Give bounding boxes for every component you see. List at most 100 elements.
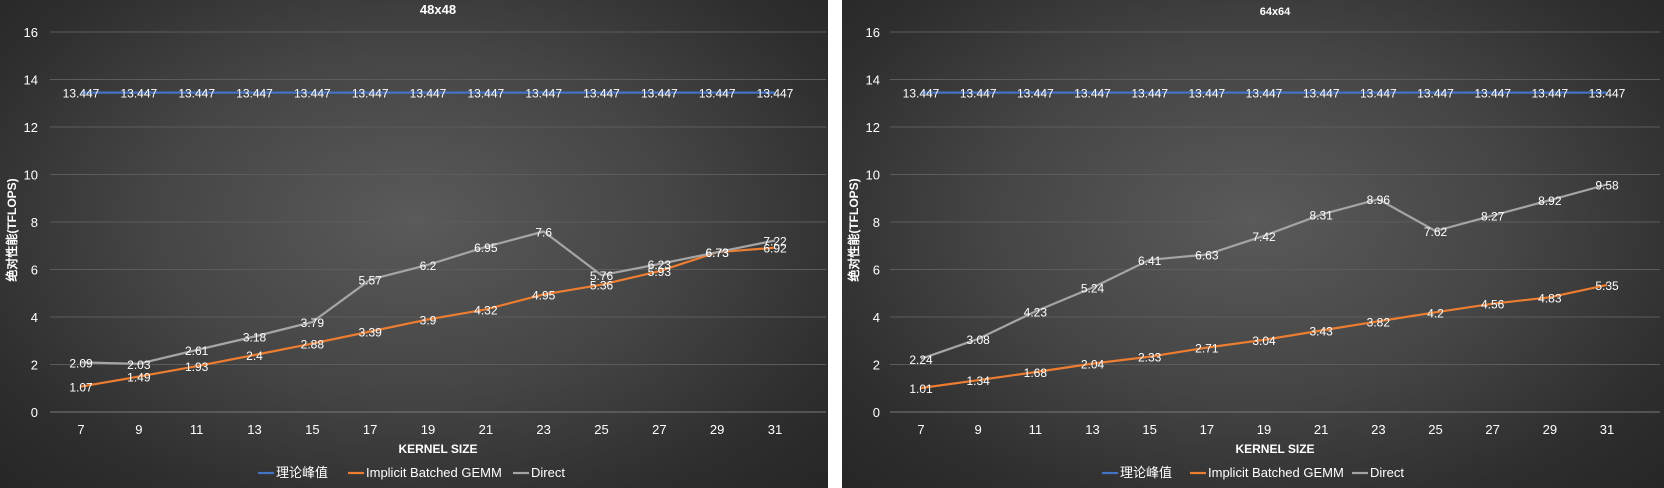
x-tick-label: 9: [975, 422, 982, 437]
data-label: 2.61: [185, 344, 209, 358]
data-label: 4.95: [532, 288, 556, 302]
panel-divider: [828, 0, 842, 488]
data-label: 1.49: [127, 371, 151, 385]
legend-label: 理论峰值: [276, 465, 328, 480]
data-label: 13.447: [1074, 87, 1111, 101]
y-tick-label: 16: [866, 25, 880, 40]
data-label: 7.42: [1252, 230, 1276, 244]
data-label: 13.447: [699, 87, 736, 101]
data-label: 3.18: [243, 330, 267, 344]
x-tick-label: 27: [652, 422, 666, 437]
legend-label: Implicit Batched GEMM: [366, 465, 502, 480]
chart-48x48: 48x48 0 2 4 6 8 10 12 14 16 7 9 11 13 15 17 19 21 23 25 27 29…: [4, 2, 826, 480]
series-line-2: [920, 183, 1608, 360]
data-label: 13.447: [178, 87, 215, 101]
data-label: 5.35: [1595, 279, 1619, 293]
data-label: 1.01: [909, 382, 933, 396]
data-label: 6.73: [705, 246, 729, 260]
data-label: 6.73: [705, 246, 729, 260]
legend-label: 理论峰值: [1120, 465, 1172, 480]
y-tick-label: 14: [24, 73, 38, 88]
x-tick-label: 17: [363, 422, 377, 437]
data-label: 9.58: [1595, 178, 1619, 192]
data-label: 2.09: [69, 356, 93, 370]
data-label: 3.82: [1367, 315, 1391, 329]
x-tick-label: 7: [77, 422, 84, 437]
chart-panel-48x48: 48x48 0 2 4 6 8 10 12 14 16 7 9 11 13 15 17 19 21 23 25 27 29…: [0, 0, 828, 488]
data-label: 13.447: [1474, 87, 1511, 101]
data-label: 2.24: [909, 353, 933, 367]
data-label: 13.447: [903, 87, 940, 101]
y-tick-label: 6: [31, 263, 38, 278]
data-label: 6.63: [1195, 249, 1219, 263]
y-tick-label: 8: [31, 215, 38, 230]
data-label: 13.447: [960, 87, 997, 101]
x-tick-label: 11: [1029, 422, 1043, 437]
data-label: 7.62: [1424, 225, 1448, 239]
series-line-1: [920, 283, 1608, 390]
data-label: 2.4: [246, 349, 263, 363]
data-label: 1.34: [966, 374, 990, 388]
data-label: 2.03: [127, 358, 151, 372]
y-tick-label: 10: [866, 168, 880, 183]
y-tick-label: 12: [866, 120, 880, 135]
series-line-2: [80, 230, 776, 365]
data-label: 3.08: [966, 333, 990, 347]
data-label: 1.93: [185, 360, 209, 374]
data-label: 4.2: [1427, 306, 1444, 320]
x-axis-label: KERNEL SIZE: [398, 442, 477, 456]
x-tick-label: 13: [247, 422, 261, 437]
data-label: 13.447: [757, 87, 794, 101]
chart-title: 48x48: [420, 2, 456, 17]
data-label: 13.447: [63, 87, 100, 101]
data-label: 5.76: [590, 269, 614, 283]
data-label: 4.56: [1481, 298, 1505, 312]
x-tick-label: 15: [1142, 422, 1156, 437]
y-tick-label: 0: [873, 405, 880, 420]
data-label: 4.83: [1538, 291, 1562, 305]
data-label: 1.68: [1024, 366, 1048, 380]
y-tick-label: 16: [24, 25, 38, 40]
x-tick-label: 25: [594, 422, 608, 437]
y-tick-label: 2: [873, 358, 880, 373]
data-label: 13.447: [236, 87, 273, 101]
data-label: 13.447: [1531, 87, 1568, 101]
x-tick-label: 29: [710, 422, 724, 437]
data-label: 3.9: [420, 313, 437, 327]
chart-panel-64x64: 64x64 0 2 4 6 8 10 12 14 16 7 9 11 13 15 17 19 21 23 25 27 29…: [842, 0, 1664, 488]
data-label: 8.92: [1538, 194, 1562, 208]
data-label: 13.447: [525, 87, 562, 101]
legend-label: Implicit Batched GEMM: [1208, 465, 1344, 480]
x-tick-label: 23: [536, 422, 550, 437]
data-label: 13.447: [583, 87, 620, 101]
data-label: 13.447: [410, 87, 447, 101]
y-axis-label: 绝对性能(TFLOPS): [846, 178, 861, 281]
data-label: 13.447: [1017, 87, 1054, 101]
data-label: 4.32: [474, 303, 498, 317]
data-label: 8.27: [1481, 210, 1505, 224]
x-tick-label: 19: [421, 422, 435, 437]
x-tick-label: 23: [1371, 422, 1385, 437]
data-label: 4.23: [1024, 306, 1048, 320]
data-label: 6.92: [763, 242, 787, 256]
data-label: 1.07: [69, 381, 93, 395]
data-label: 6.41: [1138, 254, 1162, 268]
x-tick-label: 31: [1600, 422, 1614, 437]
y-tick-label: 4: [31, 310, 38, 325]
x-axis-label: KERNEL SIZE: [1235, 442, 1314, 456]
data-label: 3.79: [301, 316, 325, 330]
data-label: 3.39: [358, 325, 382, 339]
y-tick-label: 12: [24, 120, 38, 135]
y-tick-label: 4: [873, 310, 880, 325]
y-axis-label: 绝对性能(TFLOPS): [4, 178, 19, 281]
data-label: 13.447: [1589, 87, 1626, 101]
chart-title: 64x64: [1260, 6, 1291, 18]
legend-label: Direct: [531, 465, 565, 480]
series-line-1: [80, 246, 776, 388]
data-label: 6.95: [474, 241, 498, 255]
data-label: 2.88: [301, 338, 325, 352]
data-label: 13.447: [1246, 87, 1283, 101]
data-label: 3.04: [1252, 334, 1276, 348]
data-label: 6.23: [648, 258, 672, 272]
data-label: 5.93: [648, 265, 672, 279]
